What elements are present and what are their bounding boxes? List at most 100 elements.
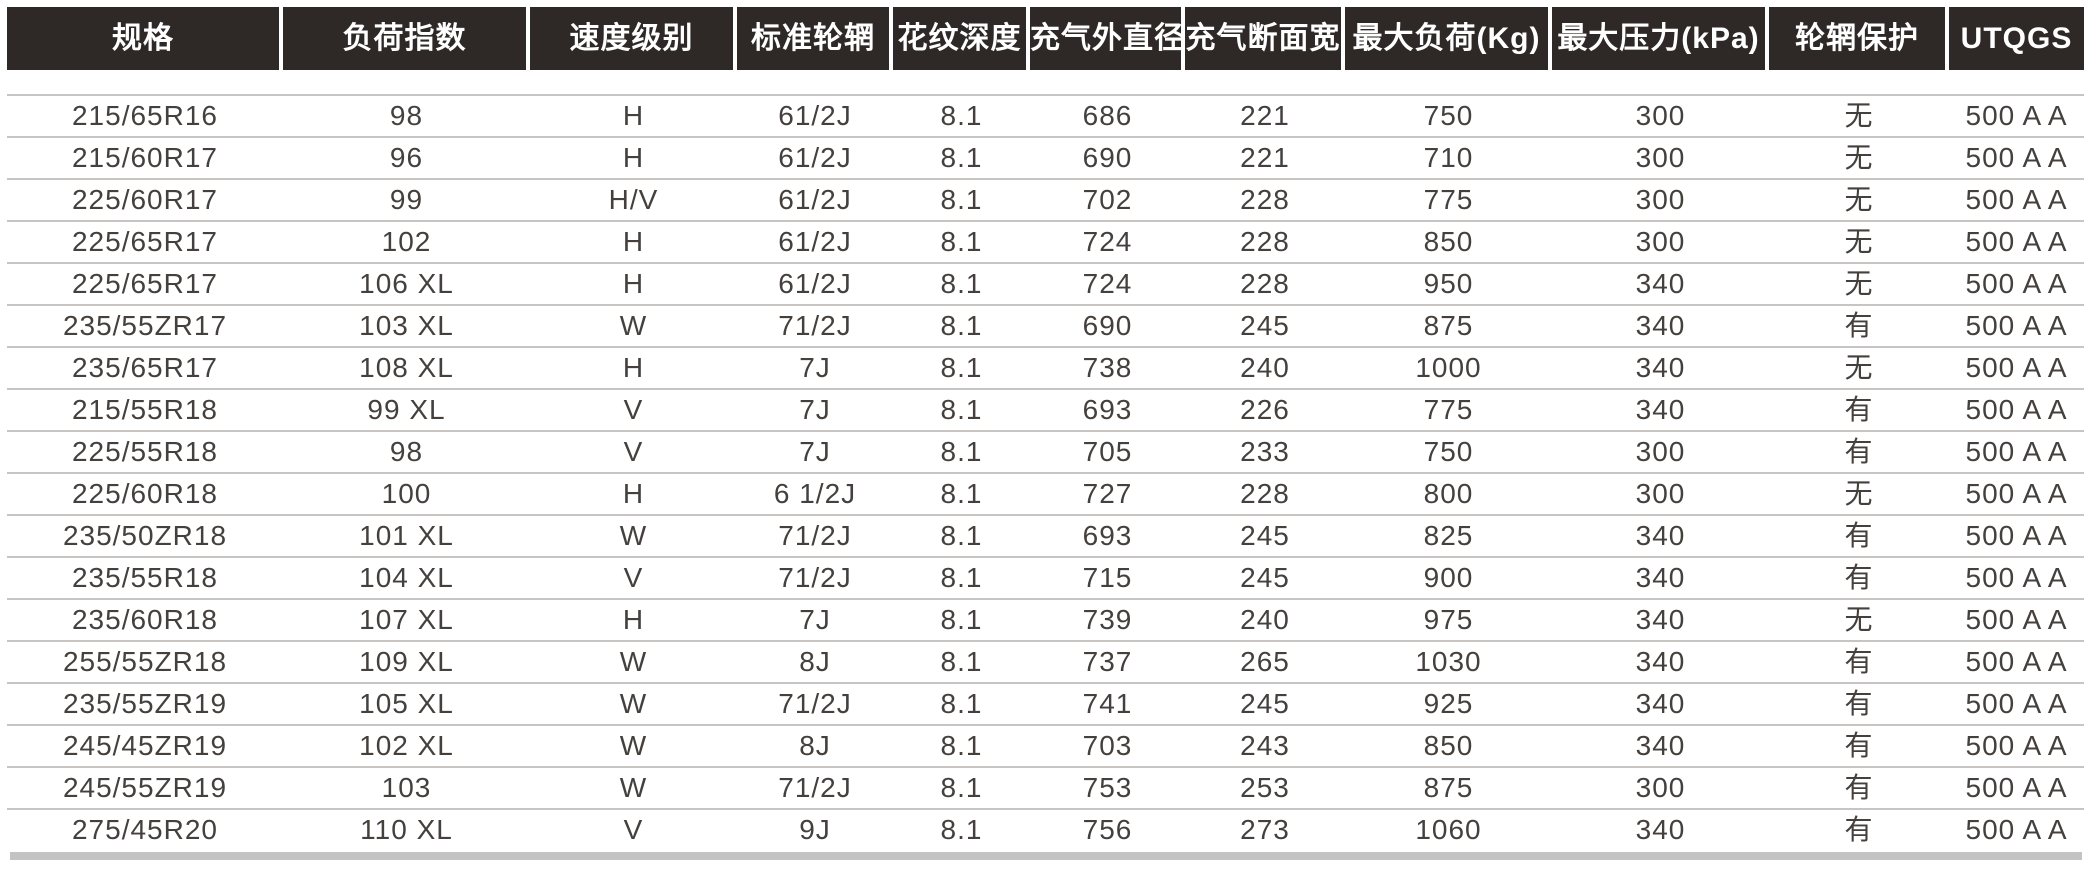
table-header: 规格 负荷指数 速度级别 标准轮辋 花纹深度 充气外直径 充气断面宽 最大负荷(Kg) 最大压力… bbox=[7, 7, 2084, 70]
cell-max-load: 800 bbox=[1423, 478, 1474, 509]
cell-tread-depth: 8.1 bbox=[940, 436, 983, 467]
cell-utqgs: 500 A A bbox=[1965, 142, 2068, 173]
cell-load-index: 106 XL bbox=[359, 268, 454, 299]
cell-rim-protection: 无 bbox=[1844, 184, 1874, 215]
cell-section-width: 221 bbox=[1240, 142, 1290, 173]
cell-standard-rim: 71/2J bbox=[778, 310, 852, 341]
cell-standard-rim: 7J bbox=[799, 604, 831, 635]
cell-load-index: 98 bbox=[389, 436, 424, 467]
cell-max-pressure: 300 bbox=[1635, 184, 1686, 215]
cell-load-index: 105 XL bbox=[359, 688, 454, 719]
cell-max-pressure: 300 bbox=[1635, 772, 1686, 803]
cell-outer-diameter: 724 bbox=[1082, 268, 1133, 299]
cell-rim-protection: 无 bbox=[1844, 352, 1874, 383]
cell-spec: 225/60R17 bbox=[71, 184, 218, 215]
cell-section-width: 245 bbox=[1240, 688, 1290, 719]
cell-tread-depth: 8.1 bbox=[940, 268, 983, 299]
cell-speed-rating: W bbox=[619, 730, 648, 761]
cell-section-width: 253 bbox=[1240, 772, 1290, 803]
cell-load-index: 98 bbox=[389, 100, 424, 131]
header-cell-tread-depth: 花纹深度 bbox=[893, 7, 1030, 70]
cell-rim-protection: 有 bbox=[1844, 562, 1874, 593]
cell-rim-protection: 无 bbox=[1844, 226, 1874, 257]
cell-max-load: 750 bbox=[1423, 436, 1474, 467]
cell-load-index: 96 bbox=[389, 142, 424, 173]
table-row: 225/65R17 106 XL H 61/2J 8.1 724 228 950 340 无 500… bbox=[7, 262, 2084, 304]
cell-tread-depth: 8.1 bbox=[940, 520, 983, 551]
cell-max-load: 875 bbox=[1423, 310, 1474, 341]
cell-max-load: 1000 bbox=[1415, 352, 1482, 383]
cell-utqgs: 500 A A bbox=[1965, 604, 2068, 635]
cell-max-pressure: 340 bbox=[1635, 310, 1686, 341]
cell-max-load: 710 bbox=[1423, 142, 1474, 173]
cell-rim-protection: 有 bbox=[1844, 772, 1874, 803]
cell-section-width: 245 bbox=[1240, 562, 1290, 593]
cell-max-load: 825 bbox=[1423, 520, 1474, 551]
cell-max-load: 850 bbox=[1423, 730, 1474, 761]
cell-max-load: 925 bbox=[1423, 688, 1474, 719]
cell-max-pressure: 300 bbox=[1635, 478, 1686, 509]
header-cell-load-index: 负荷指数 bbox=[283, 7, 530, 70]
cell-outer-diameter: 690 bbox=[1082, 310, 1133, 341]
cell-tread-depth: 8.1 bbox=[940, 814, 983, 845]
cell-max-pressure: 340 bbox=[1635, 520, 1686, 551]
cell-max-pressure: 340 bbox=[1635, 688, 1686, 719]
cell-rim-protection: 有 bbox=[1844, 688, 1874, 719]
table-row: 235/55ZR17 103 XL W 71/2J 8.1 690 245 875 340 有 50… bbox=[7, 304, 2084, 346]
cell-max-pressure: 340 bbox=[1635, 562, 1686, 593]
cell-max-pressure: 340 bbox=[1635, 646, 1686, 677]
cell-spec: 275/45R20 bbox=[71, 814, 218, 845]
cell-max-pressure: 340 bbox=[1635, 394, 1686, 425]
cell-max-pressure: 300 bbox=[1635, 100, 1686, 131]
cell-section-width: 233 bbox=[1240, 436, 1290, 467]
tire-spec-table: 规格 负荷指数 速度级别 标准轮辋 花纹深度 充气外直径 充气断面宽 最大负荷(Kg) 最大压力… bbox=[7, 7, 2084, 860]
cell-outer-diameter: 686 bbox=[1082, 100, 1133, 131]
cell-section-width: 273 bbox=[1240, 814, 1290, 845]
cell-max-load: 975 bbox=[1423, 604, 1474, 635]
cell-spec: 235/55R18 bbox=[71, 562, 218, 593]
cell-spec: 235/50ZR18 bbox=[62, 520, 228, 551]
table-row: 235/50ZR18 101 XL W 71/2J 8.1 693 245 825 340 有 50… bbox=[7, 514, 2084, 556]
cell-outer-diameter: 705 bbox=[1082, 436, 1133, 467]
cell-tread-depth: 8.1 bbox=[940, 100, 983, 131]
cell-standard-rim: 71/2J bbox=[778, 772, 852, 803]
cell-utqgs: 500 A A bbox=[1965, 436, 2068, 467]
cell-utqgs: 500 A A bbox=[1965, 268, 2068, 299]
cell-tread-depth: 8.1 bbox=[940, 226, 983, 257]
header-cell-spec: 规格 bbox=[7, 7, 283, 70]
table-row: 225/60R17 99 H/V 61/2J 8.1 702 228 775 300 无 500 A… bbox=[7, 178, 2084, 220]
cell-rim-protection: 有 bbox=[1844, 646, 1874, 677]
cell-utqgs: 500 A A bbox=[1965, 310, 2068, 341]
table-row: 275/45R20 110 XL V 9J 8.1 756 273 1060 340 有 500 A… bbox=[7, 808, 2084, 850]
cell-rim-protection: 无 bbox=[1844, 604, 1874, 635]
cell-outer-diameter: 756 bbox=[1082, 814, 1133, 845]
cell-speed-rating: W bbox=[619, 310, 648, 341]
cell-rim-protection: 有 bbox=[1844, 814, 1874, 845]
cell-rim-protection: 有 bbox=[1844, 520, 1874, 551]
cell-standard-rim: 8J bbox=[799, 730, 831, 761]
cell-rim-protection: 有 bbox=[1844, 730, 1874, 761]
cell-section-width: 240 bbox=[1240, 604, 1290, 635]
table-row: 235/55ZR19 105 XL W 71/2J 8.1 741 245 925 340 有 50… bbox=[7, 682, 2084, 724]
cell-spec: 215/55R18 bbox=[71, 394, 218, 425]
cell-spec: 225/60R18 bbox=[71, 478, 218, 509]
cell-speed-rating: H/V bbox=[608, 184, 659, 215]
cell-load-index: 100 bbox=[381, 478, 432, 509]
table-body: 215/65R16 98 H 61/2J 8.1 686 221 750 300 无 500 A A… bbox=[7, 94, 2084, 850]
cell-load-index: 104 XL bbox=[359, 562, 454, 593]
cell-rim-protection: 有 bbox=[1844, 394, 1874, 425]
header-gap bbox=[7, 70, 2084, 94]
cell-standard-rim: 61/2J bbox=[778, 142, 852, 173]
cell-utqgs: 500 A A bbox=[1965, 226, 2068, 257]
cell-standard-rim: 7J bbox=[799, 436, 831, 467]
header-cell-outer-diameter: 充气外直径 bbox=[1030, 7, 1185, 70]
cell-max-load: 1060 bbox=[1415, 814, 1482, 845]
cell-spec: 235/65R17 bbox=[71, 352, 218, 383]
cell-max-pressure: 300 bbox=[1635, 142, 1686, 173]
header-cell-max-load: 最大负荷(Kg) bbox=[1345, 7, 1552, 70]
cell-spec: 215/65R16 bbox=[71, 100, 218, 131]
cell-utqgs: 500 A A bbox=[1965, 814, 2068, 845]
cell-outer-diameter: 737 bbox=[1082, 646, 1133, 677]
cell-tread-depth: 8.1 bbox=[940, 142, 983, 173]
cell-max-load: 900 bbox=[1423, 562, 1474, 593]
